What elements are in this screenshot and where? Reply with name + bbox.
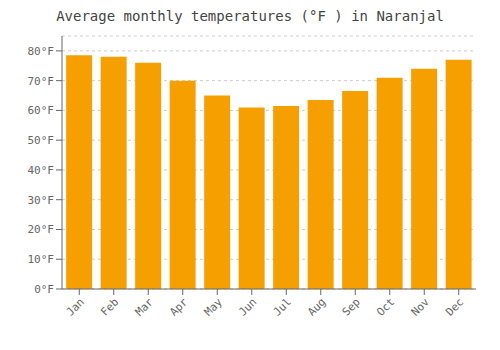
- svg-text:60°F: 60°F: [28, 104, 55, 117]
- svg-text:Aug: Aug: [305, 295, 328, 318]
- svg-text:Apr: Apr: [167, 295, 191, 319]
- svg-text:50°F: 50°F: [28, 134, 55, 147]
- svg-text:Dec: Dec: [443, 295, 466, 318]
- svg-text:70°F: 70°F: [28, 75, 55, 88]
- svg-text:0°F: 0°F: [34, 283, 54, 296]
- svg-text:20°F: 20°F: [28, 223, 55, 236]
- svg-text:Jun: Jun: [236, 295, 259, 318]
- svg-text:10°F: 10°F: [28, 253, 55, 266]
- svg-text:Jul: Jul: [271, 295, 294, 318]
- svg-text:Mar: Mar: [133, 295, 157, 319]
- svg-text:40°F: 40°F: [28, 164, 55, 177]
- svg-text:Nov: Nov: [409, 295, 433, 319]
- svg-text:Feb: Feb: [98, 295, 121, 318]
- svg-text:80°F: 80°F: [28, 45, 55, 58]
- svg-text:Sep: Sep: [340, 295, 363, 318]
- svg-text:30°F: 30°F: [28, 194, 55, 207]
- svg-text:May: May: [202, 295, 226, 319]
- svg-text:Oct: Oct: [374, 295, 397, 318]
- svg-text:Jan: Jan: [64, 295, 87, 318]
- html-text:Average monthly temperatures (: Average monthly temperatures (°F ) in Na…: [56, 8, 444, 24]
